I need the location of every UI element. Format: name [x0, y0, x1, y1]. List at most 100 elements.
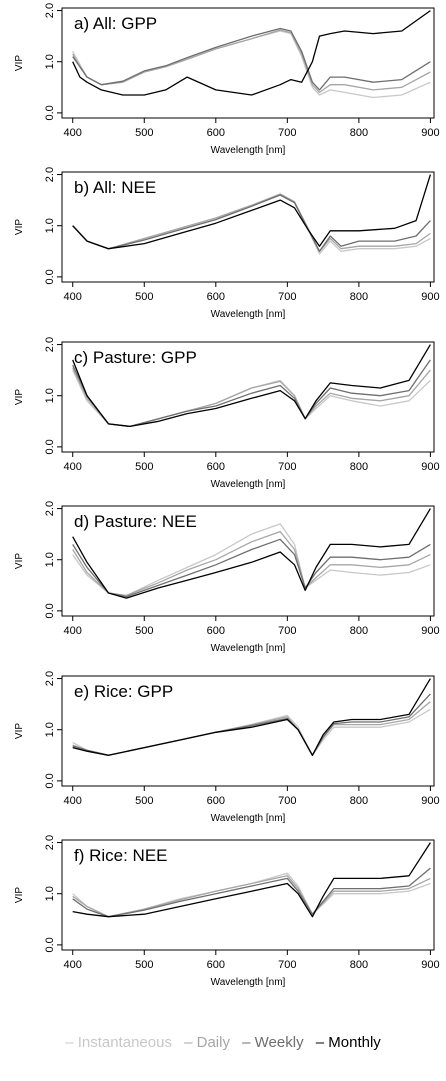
series-line-daily [72, 367, 431, 428]
x-tick-label: 800 [350, 795, 368, 807]
legend-item-instantaneous: – Instantaneous [65, 1034, 172, 1051]
panel-title: b) All: NEE [74, 178, 156, 197]
series-line-instantaneous [72, 194, 431, 255]
y-tick-label: 2.0 [44, 3, 56, 18]
x-tick-label: 400 [64, 795, 82, 807]
x-tick-label: 500 [135, 127, 153, 139]
y-tick-label: 1.0 [44, 388, 56, 403]
x-tick-label: 500 [135, 461, 153, 473]
panel-5: 400 500 600 700 800 900 0.0 1.0 2.0 Wavelength [n… [14, 671, 440, 824]
y-tick-label: 1.0 [44, 552, 56, 567]
series-line-monthly [72, 344, 431, 428]
y-tick-label: 2.0 [44, 835, 56, 850]
x-tick-label: 700 [278, 127, 296, 139]
x-tick-label: 600 [207, 461, 225, 473]
series-line-instantaneous [72, 872, 431, 918]
x-tick-label: 700 [278, 625, 296, 637]
x-axis-label: Wavelength [nm] [211, 643, 286, 654]
x-tick-label: 600 [207, 795, 225, 807]
series-line-daily [72, 193, 431, 252]
y-tick-label: 1.0 [44, 886, 56, 901]
x-tick-label: 400 [64, 461, 82, 473]
x-tick-label: 500 [135, 625, 153, 637]
x-tick-label: 500 [135, 795, 153, 807]
series-line-monthly [72, 174, 432, 250]
x-axis-label: Wavelength [nm] [211, 309, 286, 320]
panel-title: c) Pasture: GPP [74, 348, 197, 367]
legend-item-weekly: – Weekly [242, 1034, 304, 1051]
x-tick-label: 900 [421, 461, 439, 473]
x-tick-label: 700 [278, 959, 296, 971]
x-tick-label: 800 [350, 127, 368, 139]
x-tick-label: 800 [350, 959, 368, 971]
panel-6: 400 500 600 700 800 900 0.0 1.0 2.0 Wavelength [n… [14, 835, 440, 988]
y-tick-label: 2.0 [44, 337, 56, 352]
legend-item-monthly: – Monthly [315, 1034, 381, 1051]
series-line-monthly [72, 508, 431, 599]
panel-2: 400 500 600 700 800 900 0.0 1.0 2.0 Wavelength [n… [14, 167, 440, 320]
x-tick-label: 400 [64, 959, 82, 971]
y-tick-label: 0.0 [44, 937, 56, 952]
series-line-daily [72, 701, 431, 756]
plot-frame [61, 171, 435, 283]
y-tick-label: 2.0 [44, 501, 56, 516]
series-line-weekly [72, 194, 431, 252]
series-line-daily [72, 29, 431, 94]
panel-1: 400 500 600 700 800 900 0.0 1.0 2.0 Wavelength [n… [14, 3, 440, 156]
x-tick-label: 800 [350, 625, 368, 637]
plot-frame [61, 675, 435, 787]
y-tick-label: 1.0 [44, 54, 56, 69]
x-tick-label: 600 [207, 959, 225, 971]
y-tick-label: 2.0 [44, 671, 56, 686]
series-line-monthly [72, 678, 431, 756]
series-line-instantaneous [72, 708, 431, 756]
series-line-instantaneous [72, 30, 431, 99]
series-line-weekly [72, 867, 431, 918]
panel-title: d) Pasture: NEE [74, 512, 197, 531]
series-line-daily [72, 875, 431, 918]
y-tick-label: 1.0 [44, 218, 56, 233]
y-tick-label: 2.0 [44, 167, 56, 182]
y-tick-label: 0.0 [44, 105, 56, 120]
x-tick-label: 700 [278, 795, 296, 807]
x-axis-label: Wavelength [nm] [211, 813, 286, 824]
series-line-monthly [72, 10, 431, 96]
panel-title: f) Rice: NEE [74, 846, 168, 865]
x-tick-label: 600 [207, 127, 225, 139]
y-tick-label: 0.0 [44, 773, 56, 788]
x-axis-label: Wavelength [nm] [211, 145, 286, 156]
panel-title: a) All: GPP [74, 14, 157, 33]
panel-4: 400 500 600 700 800 900 0.0 1.0 2.0 Wavelength [n… [14, 501, 440, 654]
panel-3: 400 500 600 700 800 900 0.0 1.0 2.0 Wavelength [n… [14, 337, 440, 490]
y-axis-label: VIP [14, 219, 25, 235]
y-tick-label: 0.0 [44, 269, 56, 284]
x-tick-label: 900 [421, 795, 439, 807]
x-axis-label: Wavelength [nm] [211, 479, 286, 490]
plot-frame [61, 341, 435, 453]
x-tick-label: 400 [64, 625, 82, 637]
series-line-weekly [72, 359, 431, 428]
series-line-weekly [72, 538, 431, 598]
x-tick-label: 700 [278, 461, 296, 473]
panel-title: e) Rice: GPP [74, 682, 173, 701]
x-tick-label: 900 [421, 625, 439, 637]
x-tick-label: 900 [421, 291, 439, 303]
x-tick-label: 500 [135, 959, 153, 971]
series-line-daily [72, 530, 431, 597]
y-axis-label: VIP [14, 887, 25, 903]
series-line-monthly [72, 842, 431, 918]
x-tick-label: 900 [421, 127, 439, 139]
plot-frame [61, 505, 435, 617]
y-axis-label: VIP [14, 55, 25, 71]
y-axis-label: VIP [14, 723, 25, 739]
y-tick-label: 1.0 [44, 722, 56, 737]
y-tick-label: 0.0 [44, 603, 56, 618]
x-tick-label: 800 [350, 461, 368, 473]
x-tick-label: 500 [135, 291, 153, 303]
x-tick-label: 400 [64, 127, 82, 139]
x-tick-label: 800 [350, 291, 368, 303]
x-tick-label: 600 [207, 291, 225, 303]
x-axis-label: Wavelength [nm] [211, 977, 286, 988]
y-tick-label: 0.0 [44, 439, 56, 454]
